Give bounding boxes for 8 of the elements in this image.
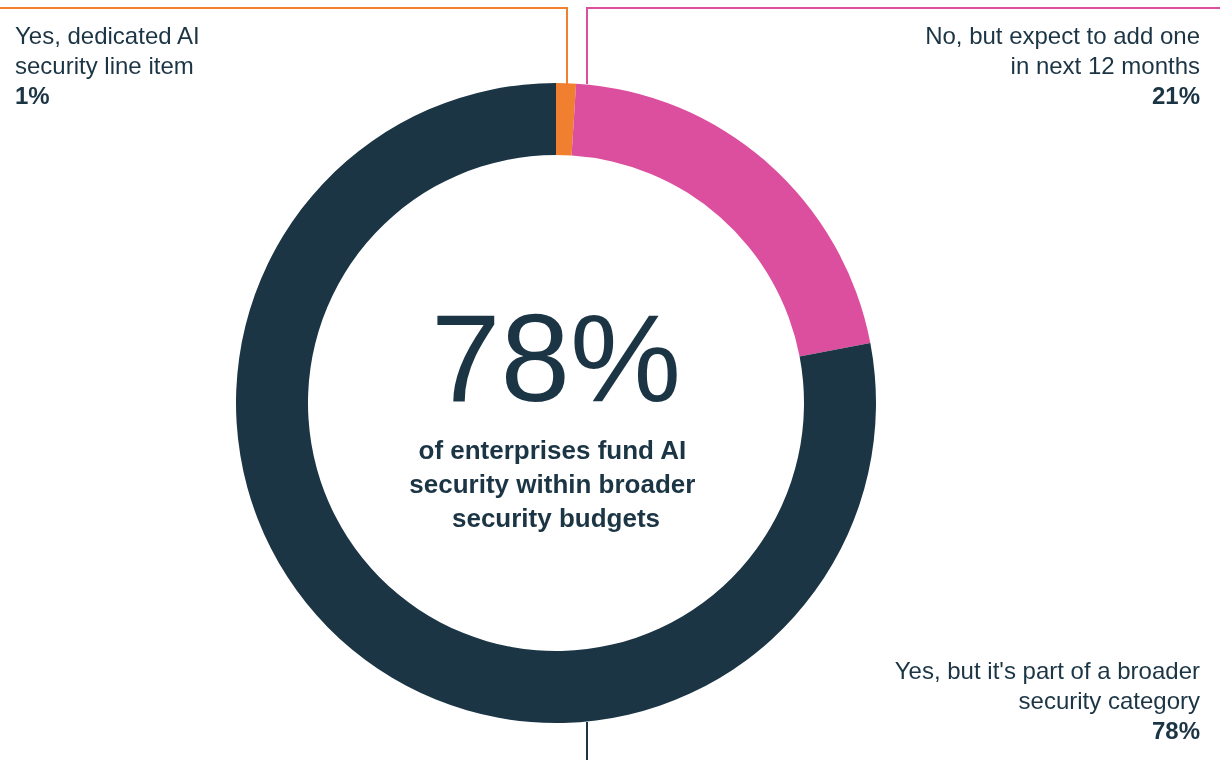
slice-label: Yes, but it's part of a broader security category — [894, 656, 1200, 714]
slice-label: No, but expect to add one in next 12 months — [925, 21, 1200, 79]
text: 78% — [1151, 716, 1200, 744]
data-label: 78% — [430, 288, 682, 427]
data-label: 1% — [15, 81, 50, 109]
data-label: 21% — [1151, 81, 1200, 109]
slice-label: Yes, dedicated AI security line item — [15, 21, 200, 79]
text: of enterprises fund AI security within broader security budgets — [409, 435, 703, 533]
